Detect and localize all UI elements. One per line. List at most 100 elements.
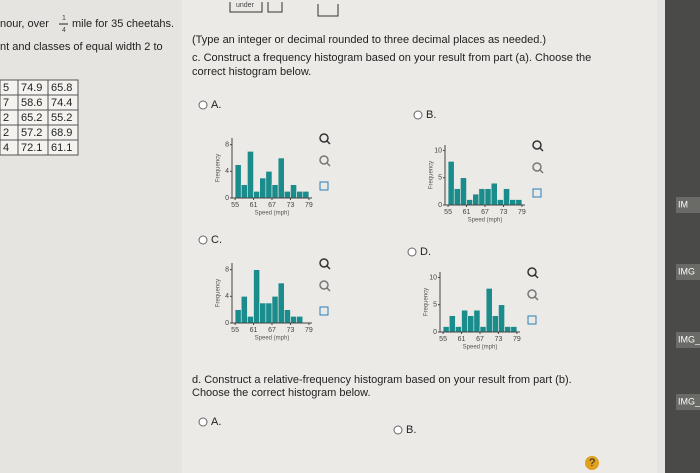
zoom-icon[interactable] [527, 267, 537, 277]
x-tick-label: 73 [500, 209, 508, 216]
x-tick-label: 73 [287, 202, 295, 209]
radio[interactable] [407, 247, 417, 257]
left-text: mile for 35 cheetahs. [72, 18, 174, 30]
y-tick-label: 5 [433, 302, 437, 309]
side-tab-label: IM [678, 199, 688, 209]
bar [253, 191, 260, 199]
bar [247, 151, 254, 199]
zoom-icon[interactable] [319, 133, 329, 143]
option-label: A. [211, 416, 221, 428]
y-tick-label: 0 [225, 195, 229, 202]
side-tab-label: IMG_12 [678, 396, 700, 406]
x-tick-label: 55 [444, 209, 452, 216]
bar [253, 269, 260, 324]
bar [234, 309, 242, 324]
zoom-icon-handle [539, 147, 544, 152]
x-tick-label: 67 [268, 202, 276, 209]
bar [277, 282, 285, 324]
answer-boxes [229, 2, 339, 17]
bar [455, 326, 462, 333]
bar [466, 199, 473, 206]
option-label: C. [211, 234, 222, 246]
bar [473, 309, 481, 333]
table-text: 57.2 [21, 127, 42, 139]
expand-icon[interactable] [319, 306, 329, 316]
option-label: B. [406, 424, 416, 436]
bar [479, 326, 487, 333]
x-tick-label: 67 [481, 209, 489, 216]
help-button[interactable] [585, 456, 599, 470]
option-label: D. [420, 246, 431, 258]
side-tab[interactable] [676, 394, 700, 410]
table-text: 4 [3, 142, 9, 154]
zoom-icon-handle [539, 169, 544, 174]
part-c: correct histogram below. [192, 66, 311, 78]
bar [485, 288, 493, 333]
help-text: ? [589, 457, 595, 469]
table-text: 74.9 [21, 82, 42, 94]
left-text: nour, over [0, 18, 49, 30]
expand-icon[interactable] [319, 181, 329, 191]
x-tick-label: 61 [463, 209, 471, 216]
x-tick-label: 79 [305, 327, 313, 334]
zoom-icon[interactable] [532, 162, 542, 172]
bar [265, 302, 273, 324]
zoom-icon-handle [326, 265, 331, 270]
radio[interactable] [198, 417, 208, 427]
radio[interactable] [198, 235, 208, 245]
table-text: 61.1 [51, 142, 72, 154]
bar [296, 316, 304, 324]
zoom-icon[interactable] [319, 155, 329, 165]
expand-icon[interactable] [532, 188, 542, 198]
part-d: Choose the correct histogram below. [192, 387, 371, 399]
expand-icon[interactable] [527, 315, 537, 325]
y-tick-label: 0 [438, 202, 442, 209]
zoom-icon[interactable] [319, 258, 329, 268]
radio[interactable] [198, 100, 208, 110]
bar [284, 309, 291, 324]
y-tick-label: 8 [225, 267, 229, 274]
x-tick-label: 55 [231, 202, 239, 209]
x-tick-label: 79 [513, 336, 521, 343]
bar [296, 191, 304, 199]
x-tick-label: 61 [458, 336, 466, 343]
bar [259, 302, 267, 324]
top-note: (Type an integer or decimal rounded to t… [192, 34, 546, 46]
side-tab[interactable] [676, 264, 700, 280]
side-tab[interactable] [676, 197, 700, 213]
table-text: 65.8 [51, 82, 72, 94]
radio[interactable] [413, 110, 423, 120]
zoom-icon-handle [534, 296, 539, 301]
table-text: 2 [3, 112, 9, 124]
y-tick-label: 5 [438, 175, 442, 182]
bar [515, 199, 523, 206]
bar [510, 326, 518, 333]
bar [442, 326, 450, 333]
y-tick-label: 0 [225, 320, 229, 327]
left-text: nt and classes of equal width 2 to [0, 41, 163, 53]
side-tab[interactable] [676, 332, 700, 348]
x-tick-label: 67 [268, 327, 276, 334]
x-axis-label: Speed (mph) [468, 218, 503, 224]
table-text: 2 [3, 127, 9, 139]
bar [504, 326, 512, 333]
x-axis-label: Speed (mph) [255, 336, 290, 342]
zoom-icon[interactable] [532, 140, 542, 150]
bar [290, 184, 297, 199]
bar [302, 191, 310, 199]
bar [467, 315, 475, 333]
bar [478, 188, 486, 206]
bar [498, 304, 505, 333]
bar [290, 316, 297, 324]
x-tick-label: 55 [439, 336, 447, 343]
bar [271, 184, 279, 199]
y-axis-label: Frequency [216, 279, 222, 307]
zoom-icon[interactable] [319, 280, 329, 290]
x-axis-label: Speed (mph) [463, 345, 498, 351]
table-text: 74.4 [51, 97, 72, 109]
table-text: 7 [3, 97, 9, 109]
radio[interactable] [393, 425, 403, 435]
zoom-icon-handle [326, 162, 331, 167]
zoom-icon[interactable] [527, 289, 537, 299]
